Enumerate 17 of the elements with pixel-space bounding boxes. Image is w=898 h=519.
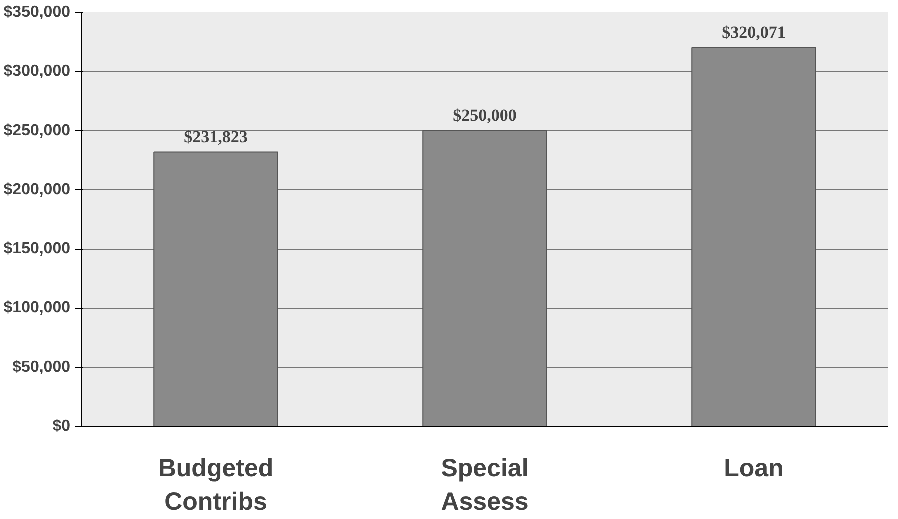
data-label: $320,071 bbox=[722, 22, 786, 42]
y-tick-label: $200,000 bbox=[4, 181, 71, 198]
data-label: $250,000 bbox=[453, 106, 517, 125]
x-tick-label: Budgeted Contribs bbox=[158, 454, 274, 516]
y-tick-label: $0 bbox=[52, 418, 71, 435]
y-tick-label: $300,000 bbox=[4, 63, 71, 80]
y-tick-label: $350,000 bbox=[4, 4, 71, 21]
bar bbox=[422, 130, 548, 426]
y-tick-label: $150,000 bbox=[4, 240, 71, 258]
x-tick-label: Loan bbox=[724, 454, 784, 482]
x-tick-label: Special Assess bbox=[441, 454, 529, 516]
bar bbox=[154, 152, 278, 426]
y-tick-label: $50,000 bbox=[12, 358, 71, 376]
y-tick-label: $100,000 bbox=[4, 300, 71, 317]
data-label: $231,823 bbox=[184, 127, 248, 146]
y-tick-label: $250,000 bbox=[4, 122, 71, 140]
bar bbox=[692, 47, 816, 426]
